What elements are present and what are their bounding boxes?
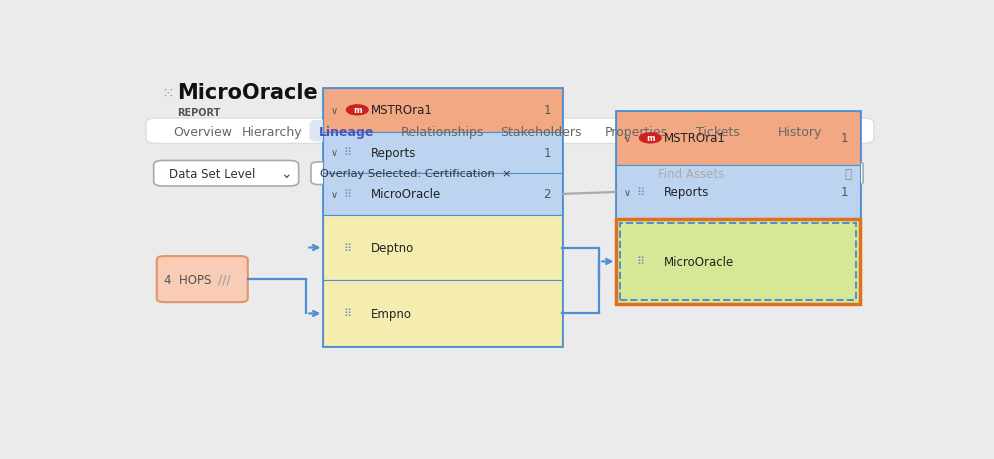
Text: 1: 1 [543, 147, 550, 160]
Text: ⠿: ⠿ [636, 257, 644, 267]
Bar [323, 133, 562, 174]
Text: Overlay Selected: Certification  ×: Overlay Selected: Certification × [320, 169, 511, 179]
FancyBboxPatch shape [153, 161, 298, 186]
FancyBboxPatch shape [640, 161, 862, 186]
Text: History: History [777, 126, 821, 139]
Text: Deptno: Deptno [371, 241, 414, 254]
Text: ∨: ∨ [623, 188, 630, 197]
Bar [323, 215, 562, 281]
Text: MicroOracle: MicroOracle [664, 255, 734, 269]
Bar [615, 219, 859, 304]
Text: ⠿: ⠿ [343, 148, 351, 158]
Bar [615, 112, 859, 304]
FancyBboxPatch shape [157, 257, 248, 302]
Text: ∨: ∨ [331, 148, 338, 158]
Text: ⌄: ⌄ [280, 167, 291, 181]
Text: ⁙: ⁙ [161, 86, 174, 101]
Bar [323, 89, 562, 133]
Text: MicroOracle: MicroOracle [371, 188, 441, 201]
Text: ///: /// [219, 273, 231, 286]
Text: MSTROra1: MSTROra1 [664, 132, 726, 145]
FancyBboxPatch shape [311, 162, 463, 185]
Text: Hierarchy: Hierarchy [242, 126, 302, 139]
Text: Reports: Reports [664, 186, 709, 199]
Circle shape [346, 106, 368, 116]
Text: Empno: Empno [371, 307, 412, 320]
Text: Relationships: Relationships [400, 126, 483, 139]
Bar [323, 281, 562, 347]
Bar [615, 112, 859, 166]
Text: 1: 1 [840, 132, 848, 145]
Bar [615, 166, 859, 219]
Text: ⠿: ⠿ [636, 188, 644, 197]
Text: Find Assets: Find Assets [657, 168, 724, 180]
Text: m: m [353, 106, 361, 115]
Text: ⠿: ⠿ [343, 243, 351, 253]
Text: ∨: ∨ [331, 190, 338, 199]
Circle shape [639, 134, 660, 144]
Text: Properties: Properties [604, 126, 667, 139]
Bar [323, 89, 562, 347]
Text: 1: 1 [543, 104, 550, 117]
Text: 🔍: 🔍 [844, 168, 851, 180]
Bar [619, 224, 855, 300]
Text: REPORT: REPORT [177, 107, 220, 118]
Text: 1: 1 [840, 186, 848, 199]
Bar [323, 174, 562, 215]
Text: 4  HOPS: 4 HOPS [164, 273, 212, 286]
Text: ∨: ∨ [623, 134, 630, 144]
FancyBboxPatch shape [146, 119, 873, 144]
Text: ⠿: ⠿ [343, 190, 351, 199]
Text: 2: 2 [543, 188, 550, 201]
Text: Overview: Overview [173, 126, 233, 139]
Text: Tickets: Tickets [696, 126, 740, 139]
Text: Stakeholders: Stakeholders [500, 126, 580, 139]
Text: Data Set Level: Data Set Level [169, 168, 255, 180]
FancyBboxPatch shape [309, 120, 383, 142]
Text: Reports: Reports [371, 147, 416, 160]
Text: MSTROra1: MSTROra1 [371, 104, 432, 117]
Text: MicroOracle: MicroOracle [177, 83, 317, 103]
Text: m: m [645, 134, 654, 143]
Text: ∨: ∨ [331, 106, 338, 116]
Text: Lineage: Lineage [318, 126, 374, 139]
Text: ⠿: ⠿ [343, 309, 351, 319]
